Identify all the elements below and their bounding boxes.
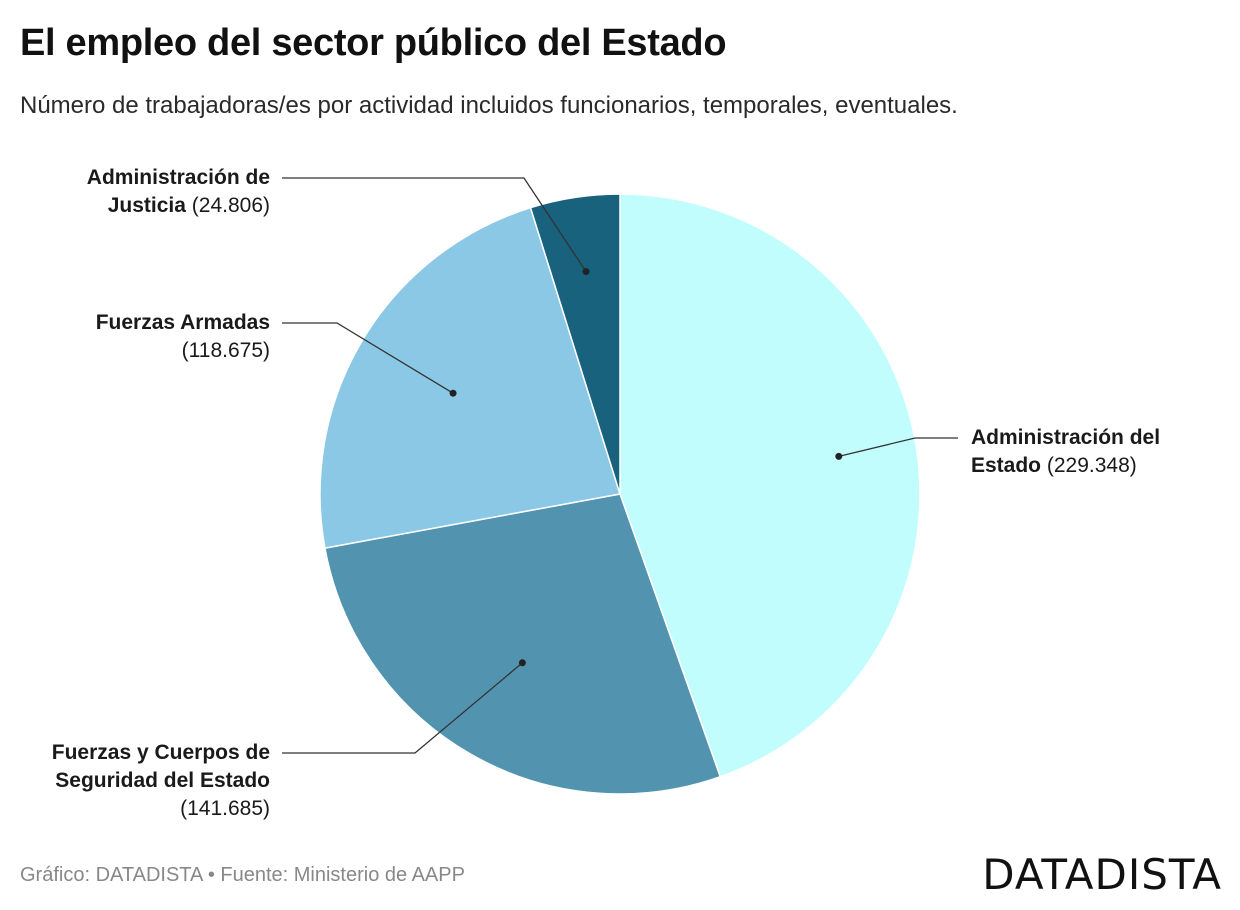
slice-administracion-estado: [619, 193, 921, 778]
label-administracion-estado-name-line2: Estado: [971, 454, 1042, 477]
label-administracion-justicia-name-line1: Administración de: [86, 166, 270, 189]
slice-administracion-estado-leader-dot: [835, 452, 843, 460]
label-fuerzas-cuerpos-seguridad-value: (141.685): [180, 797, 270, 820]
slice-fuerzas-armadas-leader-dot: [449, 389, 457, 397]
label-fuerzas-armadas-name: Fuerzas Armadas: [95, 311, 270, 334]
slice-fuerzas-cuerpos-seguridad: [324, 493, 722, 795]
label-administracion-justicia-value: (24.806): [191, 194, 270, 217]
slice-administracion-justicia-leader-line: [282, 177, 587, 272]
slice-administracion-justicia: [529, 193, 621, 495]
brand-logo: DATADISTA: [982, 850, 1222, 899]
source-credit: Gráfico: DATADISTA • Fuente: Ministerio …: [20, 864, 465, 886]
chart-subtitle: Número de trabajadoras/es por actividad …: [20, 92, 958, 119]
slice-fuerzas-cuerpos-seguridad-leader-line: [282, 662, 523, 754]
label-fuerzas-cuerpos-seguridad-name-line2: Seguridad del Estado: [55, 769, 270, 792]
label-fuerzas-armadas-value: (118.675): [181, 339, 270, 362]
label-fuerzas-cuerpos-seguridad: Fuerzas y Cuerpos de Seguridad del Estad…: [0, 739, 270, 823]
label-administracion-estado-value: (229.348): [1046, 454, 1137, 477]
label-administracion-estado-name-line1: Administración del: [971, 426, 1161, 449]
label-fuerzas-armadas: Fuerzas Armadas (118.675): [0, 309, 270, 365]
slice-administracion-justicia-leader-dot: [582, 268, 590, 276]
label-administracion-estado: Administración del Estado (229.348): [971, 424, 1211, 480]
slice-fuerzas-armadas-leader-line: [282, 322, 454, 394]
label-fuerzas-cuerpos-seguridad-name-line1: Fuerzas y Cuerpos de: [51, 741, 270, 764]
label-administracion-justicia: Administración de Justicia (24.806): [0, 164, 270, 220]
chart-title: El empleo del sector público del Estado: [20, 22, 727, 64]
slice-administracion-estado-leader-line: [838, 437, 958, 457]
pie-slices: [319, 193, 921, 795]
slice-fuerzas-cuerpos-seguridad-leader-dot: [518, 659, 526, 667]
label-administracion-justicia-name-line2: Justicia: [107, 194, 186, 217]
leader-lines: [282, 177, 958, 754]
